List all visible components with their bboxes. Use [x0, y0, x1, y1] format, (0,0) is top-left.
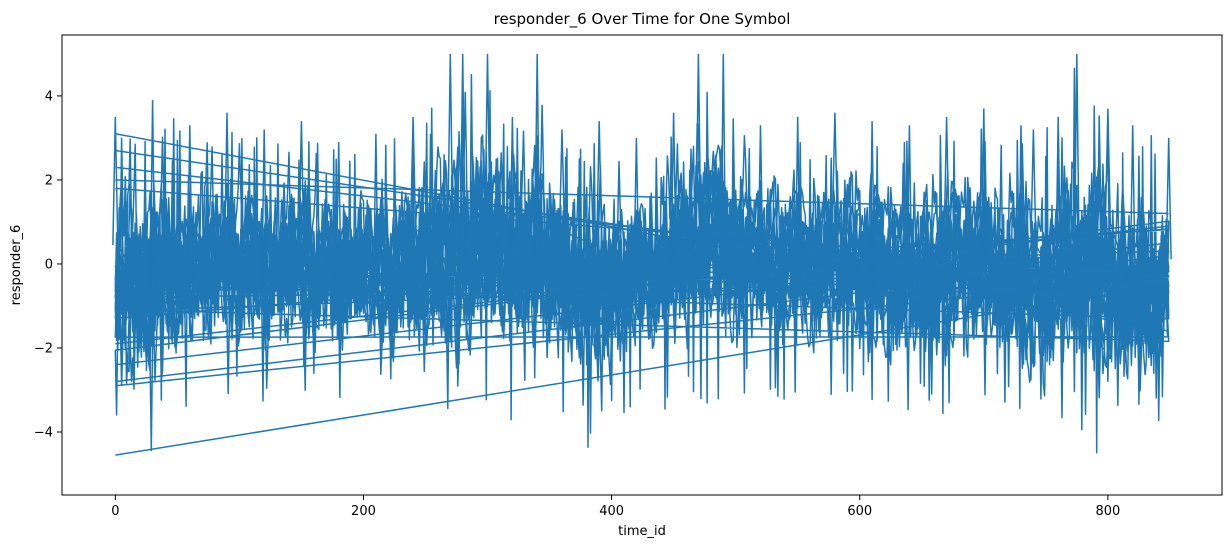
- x-tick-label: 800: [1095, 504, 1120, 519]
- y-axis: −4 −2 0 2 4: [34, 89, 62, 440]
- x-axis: 0 200 400 600 800: [111, 495, 1120, 519]
- wrap-segment-3: [115, 187, 1169, 274]
- x-axis-label: time_id: [618, 524, 666, 539]
- wrap-segment-6: [115, 275, 1169, 387]
- chart-title: responder_6 Over Time for One Symbol: [494, 10, 791, 29]
- x-tick-label: 0: [111, 504, 119, 519]
- wrap-segment-0: [115, 132, 1169, 332]
- wrap-segment-5: [115, 254, 1169, 383]
- series-line-responder-6: [114, 67, 1170, 454]
- wrap-segment-8: [115, 225, 1169, 345]
- y-tick-label: 4: [45, 89, 53, 104]
- y-tick-label: 0: [45, 257, 53, 272]
- y-tick-label: −4: [34, 425, 53, 440]
- x-tick-label: 200: [351, 504, 376, 519]
- x-tick-label: 600: [847, 504, 872, 519]
- wrap-segment-2: [115, 166, 1169, 290]
- wrap-segment-9: [115, 179, 1169, 215]
- x-tick-label: 400: [599, 504, 624, 519]
- series-peaks: [112, 53, 1172, 307]
- y-tick-label: −2: [34, 341, 53, 356]
- plot-frame: [61, 34, 1223, 496]
- y-tick-label: 2: [45, 173, 53, 188]
- y-axis-label: responder_6: [9, 225, 24, 306]
- wrap-segment-4: [115, 242, 1169, 366]
- wrap-segment-7: [115, 284, 1169, 456]
